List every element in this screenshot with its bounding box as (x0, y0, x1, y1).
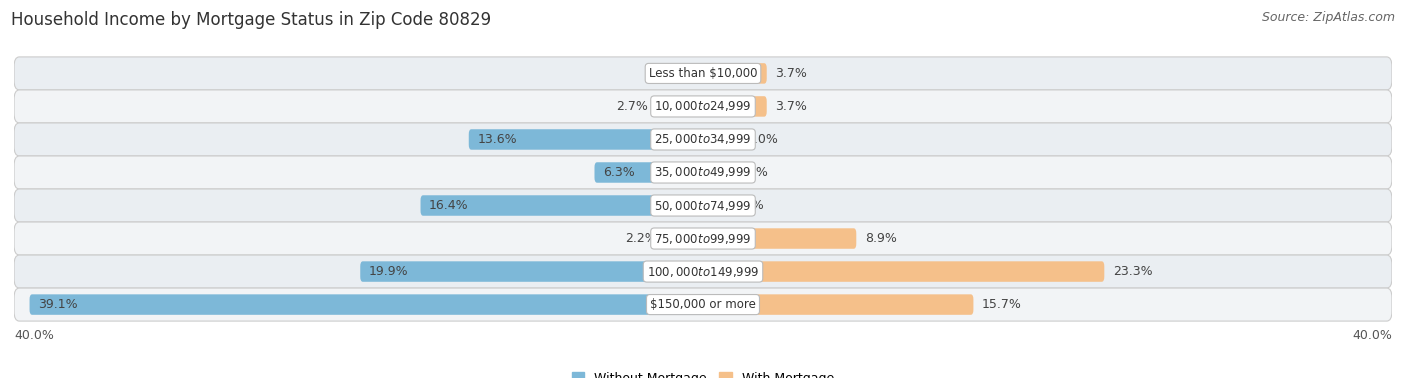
FancyBboxPatch shape (14, 255, 1392, 288)
FancyBboxPatch shape (14, 189, 1392, 222)
FancyBboxPatch shape (468, 129, 703, 150)
FancyBboxPatch shape (703, 96, 766, 117)
Text: 3.7%: 3.7% (775, 67, 807, 80)
Text: 0.98%: 0.98% (728, 166, 768, 179)
FancyBboxPatch shape (14, 222, 1392, 255)
Text: 8.9%: 8.9% (865, 232, 897, 245)
Legend: Without Mortgage, With Mortgage: Without Mortgage, With Mortgage (567, 367, 839, 378)
FancyBboxPatch shape (595, 162, 703, 183)
Text: 19.9%: 19.9% (368, 265, 409, 278)
Text: 13.6%: 13.6% (478, 133, 517, 146)
Text: Source: ZipAtlas.com: Source: ZipAtlas.com (1261, 11, 1395, 24)
Text: $35,000 to $49,999: $35,000 to $49,999 (654, 166, 752, 180)
FancyBboxPatch shape (657, 96, 703, 117)
FancyBboxPatch shape (14, 57, 1392, 90)
Text: 16.4%: 16.4% (429, 199, 468, 212)
Text: 2.0%: 2.0% (747, 133, 778, 146)
FancyBboxPatch shape (420, 195, 703, 216)
FancyBboxPatch shape (30, 294, 703, 315)
Text: 0.0%: 0.0% (662, 67, 695, 80)
FancyBboxPatch shape (703, 162, 720, 183)
Text: 40.0%: 40.0% (1353, 329, 1392, 342)
FancyBboxPatch shape (14, 90, 1392, 123)
Text: 40.0%: 40.0% (14, 329, 53, 342)
Text: 3.7%: 3.7% (775, 100, 807, 113)
FancyBboxPatch shape (14, 156, 1392, 189)
FancyBboxPatch shape (360, 261, 703, 282)
FancyBboxPatch shape (14, 123, 1392, 156)
Text: Household Income by Mortgage Status in Zip Code 80829: Household Income by Mortgage Status in Z… (11, 11, 491, 29)
Text: Less than $10,000: Less than $10,000 (648, 67, 758, 80)
Text: 2.7%: 2.7% (616, 100, 648, 113)
Text: $100,000 to $149,999: $100,000 to $149,999 (647, 265, 759, 279)
FancyBboxPatch shape (665, 228, 703, 249)
Text: $25,000 to $34,999: $25,000 to $34,999 (654, 132, 752, 146)
FancyBboxPatch shape (703, 195, 724, 216)
Text: $75,000 to $99,999: $75,000 to $99,999 (654, 232, 752, 246)
Text: $50,000 to $74,999: $50,000 to $74,999 (654, 198, 752, 212)
FancyBboxPatch shape (703, 294, 973, 315)
Text: $10,000 to $24,999: $10,000 to $24,999 (654, 99, 752, 113)
Text: $150,000 or more: $150,000 or more (650, 298, 756, 311)
Text: 15.7%: 15.7% (981, 298, 1022, 311)
FancyBboxPatch shape (703, 129, 738, 150)
FancyBboxPatch shape (703, 63, 766, 84)
Text: 2.2%: 2.2% (624, 232, 657, 245)
FancyBboxPatch shape (14, 288, 1392, 321)
Text: 23.3%: 23.3% (1114, 265, 1153, 278)
Text: 39.1%: 39.1% (38, 298, 77, 311)
FancyBboxPatch shape (703, 228, 856, 249)
Text: 6.3%: 6.3% (603, 166, 636, 179)
FancyBboxPatch shape (703, 261, 1104, 282)
Text: 1.2%: 1.2% (733, 199, 763, 212)
